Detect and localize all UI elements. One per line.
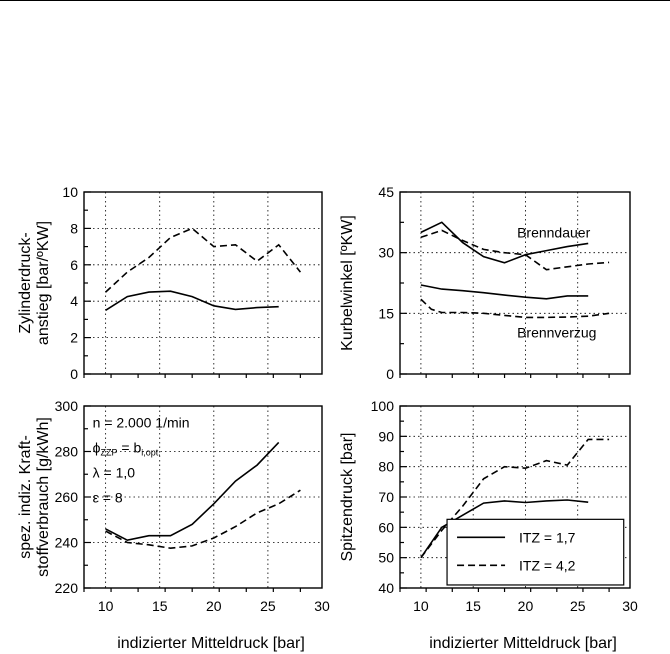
y-tick-label: 280 xyxy=(55,444,79,460)
series-line-2 xyxy=(105,489,301,550)
chart-panel-3: 220 240 260 280 300 10 15 20 25 30 spez. indiz. Kr… xyxy=(17,398,330,652)
annotation-text: Brennverzug xyxy=(517,325,596,341)
chart-panel-2: 0 15 30 45 Kurbelwinkel [ºKW] Brenndauer Brenn… xyxy=(339,184,631,382)
y-tick-label: 0 xyxy=(70,366,78,382)
y-axis-label: anstieg [bar/ºKW] xyxy=(35,221,52,345)
y-tick-label: 240 xyxy=(55,535,79,551)
legend-label: ITZ = 1,7 xyxy=(519,529,576,545)
legend-box xyxy=(446,518,625,586)
series-line-1 xyxy=(420,221,589,264)
legend-label: ITZ = 4,2 xyxy=(519,557,576,573)
x-axis-label: indizierter Mitteldruck [bar] xyxy=(429,635,617,652)
y-tick-label: 70 xyxy=(378,489,394,505)
chart-panel-1: 0 2 4 6 8 10 Zylinderdruck-anstieg [bar/ºKW] xyxy=(17,184,323,382)
x-tick-label: 25 xyxy=(260,598,276,614)
chart-panel-4: 40 50 60 70 80 90 100 10 15 20 25 30 Spitzendruck [b… xyxy=(339,398,638,652)
annotation-text: ϕZZP = bi,opt. xyxy=(93,440,161,458)
y-tick-label: 6 xyxy=(70,257,78,273)
annotation-text: ε = 8 xyxy=(93,490,123,506)
y-tick-label: 60 xyxy=(378,519,394,535)
annotation-text: Brenndauer xyxy=(517,224,591,240)
y-axis-label: Zylinderdruck- xyxy=(17,232,34,333)
series-line-3 xyxy=(420,284,589,300)
series-line-2 xyxy=(105,227,302,293)
y-tick-label: 300 xyxy=(55,398,79,414)
y-tick-label: 45 xyxy=(378,184,394,200)
x-tick-label: 15 xyxy=(152,598,168,614)
y-axis-label: Kurbelwinkel [ºKW] xyxy=(339,215,356,351)
x-axis-label: indizierter Mitteldruck [bar] xyxy=(117,635,305,652)
x-tick-label: 10 xyxy=(98,598,114,614)
plot-frame xyxy=(83,191,323,375)
series-line-1 xyxy=(105,290,279,311)
annotation-text: λ = 1,0 xyxy=(93,465,136,481)
x-tick-label: 30 xyxy=(622,598,638,614)
y-tick-label: 260 xyxy=(55,489,79,505)
y-tick-label: 10 xyxy=(62,184,78,200)
y-tick-label: 80 xyxy=(378,459,394,475)
x-tick-label: 25 xyxy=(570,598,586,614)
series-line-2 xyxy=(420,229,610,271)
y-tick-label: 220 xyxy=(55,580,79,596)
x-tick-label: 10 xyxy=(413,598,429,614)
y-tick-label: 15 xyxy=(378,305,394,321)
y-tick-label: 8 xyxy=(70,220,78,236)
y-axis-label: spez. indiz. Kraft- xyxy=(17,435,34,559)
y-tick-label: 4 xyxy=(70,293,78,309)
series-line-4 xyxy=(420,298,610,319)
y-tick-label: 90 xyxy=(378,428,394,444)
top-rule xyxy=(0,0,670,1)
x-tick-label: 20 xyxy=(206,598,222,614)
y-tick-label: 40 xyxy=(378,580,394,596)
x-tick-label: 15 xyxy=(465,598,481,614)
x-tick-label: 20 xyxy=(518,598,534,614)
x-tick-label: 30 xyxy=(314,598,330,614)
annotation-text: n = 2.000 1/min xyxy=(93,415,190,431)
series-line-1 xyxy=(105,441,280,542)
y-tick-label: 100 xyxy=(371,398,395,414)
y-tick-label: 50 xyxy=(378,550,394,566)
y-tick-label: 30 xyxy=(378,245,394,261)
y-tick-label: 0 xyxy=(386,366,394,382)
y-tick-label: 2 xyxy=(70,330,78,346)
y-axis-label: stoffverbrauch [g/kWh] xyxy=(35,417,52,577)
series-line-2 xyxy=(420,438,610,559)
plot-frame xyxy=(399,191,631,375)
y-axis-label: Spitzendruck [bar] xyxy=(339,433,356,562)
